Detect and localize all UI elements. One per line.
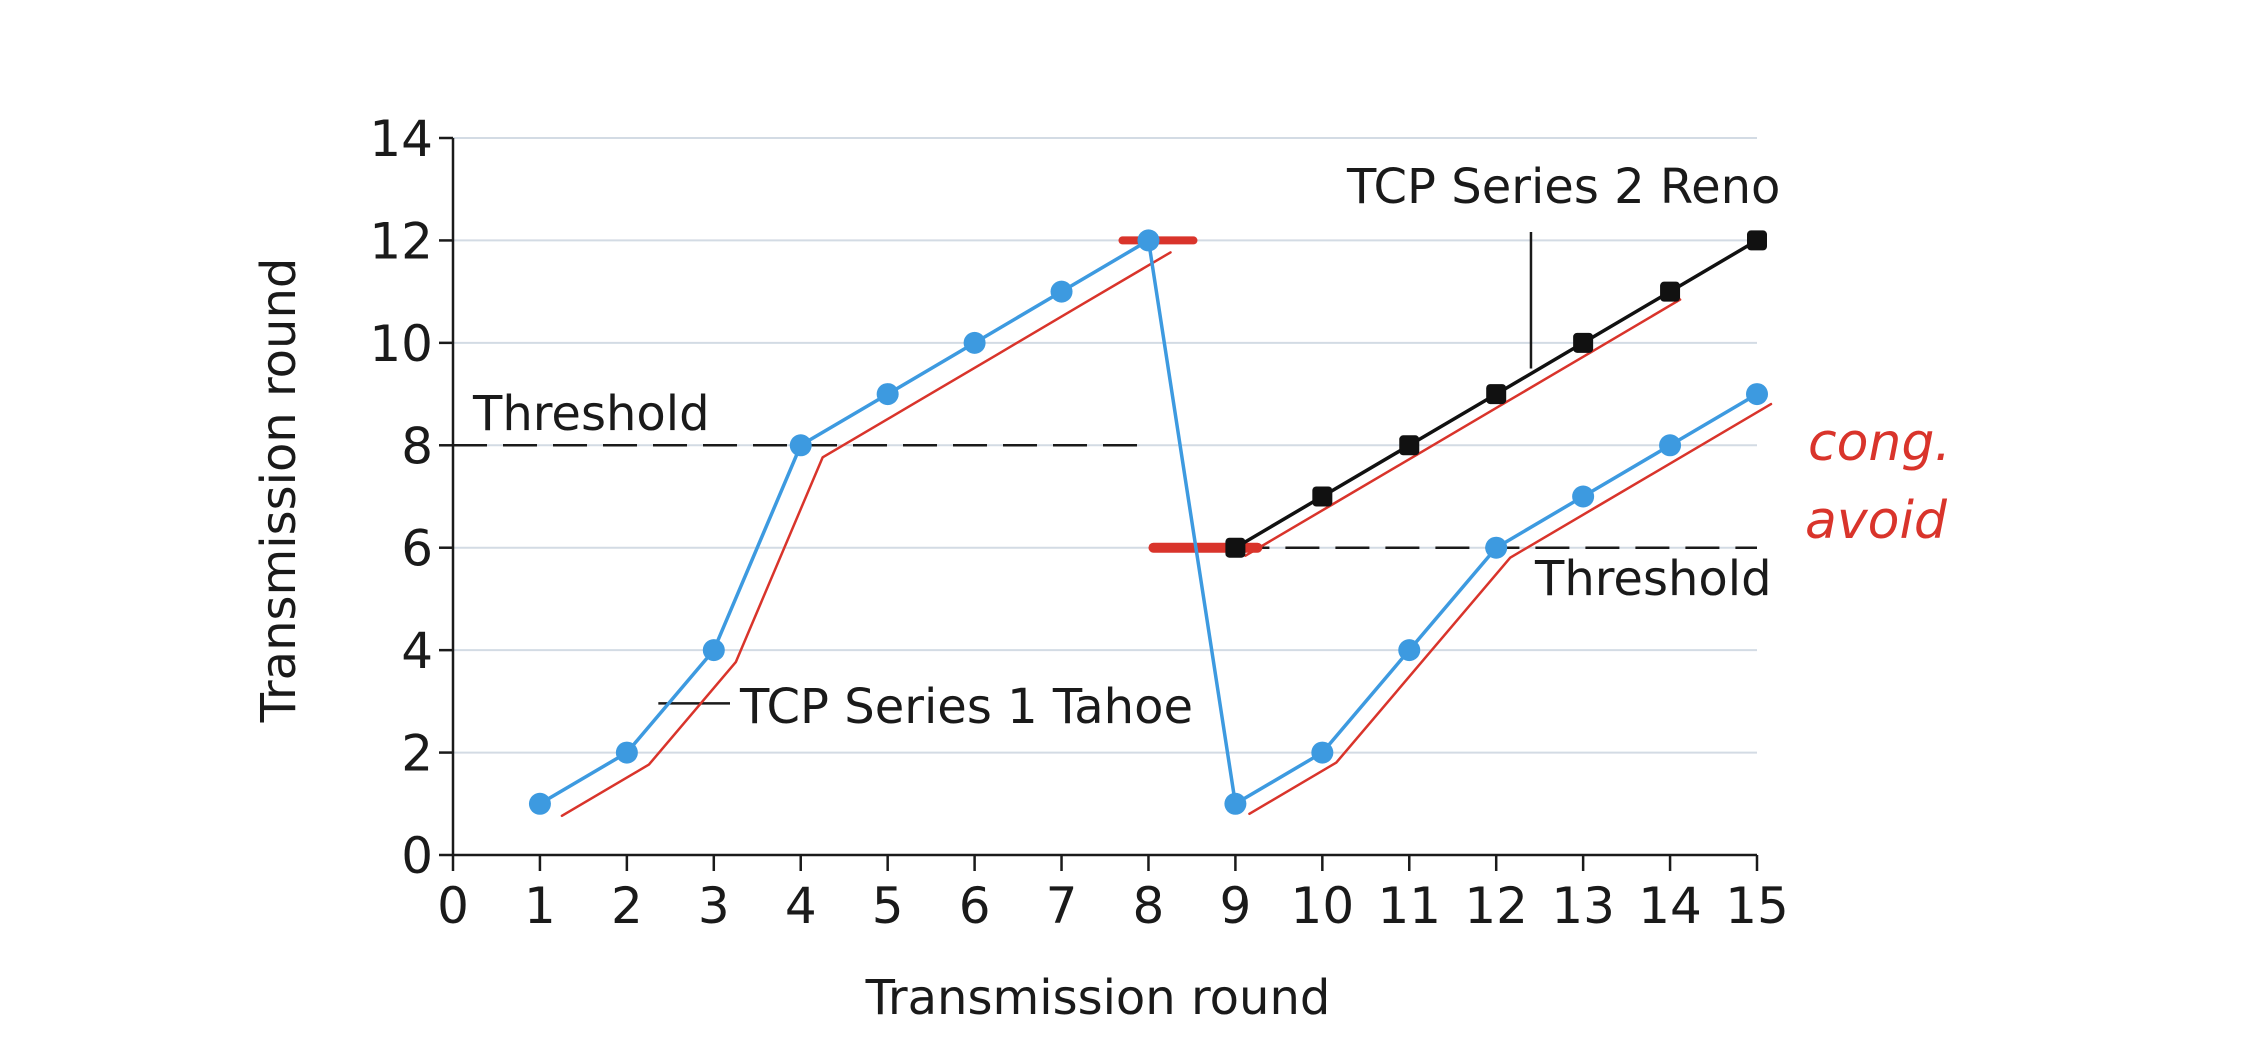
series-1-point-6	[963, 331, 986, 354]
series-2-point-11	[1399, 435, 1420, 456]
series-markers	[528, 229, 1768, 815]
x-tick-label-3: 3	[698, 877, 730, 935]
red-trace-reno	[1244, 298, 1682, 557]
series-1-point-14	[1659, 434, 1682, 457]
x-tick-label-13: 13	[1551, 877, 1615, 935]
tahoe-annotation-label: TCP Series 1 Tahoe	[739, 679, 1193, 735]
y-tick-label-10: 10	[369, 315, 433, 373]
handwritten-note-line-1: cong.	[1808, 413, 1951, 473]
series-1-point-9	[1224, 792, 1247, 815]
series-1-point-5	[876, 383, 899, 406]
y-tick-label-14: 14	[369, 110, 433, 168]
x-tick-label-15: 15	[1725, 877, 1789, 935]
series-1-point-11	[1398, 639, 1421, 662]
y-tick-label-0: 0	[401, 827, 433, 885]
series-1-point-15	[1746, 383, 1768, 406]
series-1-point-8	[1137, 229, 1160, 252]
threshold-label-1: Threshold	[472, 386, 710, 442]
series-2-point-9	[1225, 537, 1246, 558]
threshold-lines	[453, 444, 1757, 549]
series-1-point-13	[1572, 485, 1595, 508]
series-1-point-3	[702, 639, 725, 662]
y-tick-label-8: 8	[401, 417, 433, 475]
x-tick-label-7: 7	[1046, 877, 1078, 935]
y-tick-label-4: 4	[401, 622, 433, 680]
y-tick-label-2: 2	[401, 725, 433, 783]
series-1-point-2	[615, 741, 638, 764]
reno-annotation-label: TCP Series 2 Reno	[1346, 159, 1780, 215]
red-trace-slow-start-2	[1248, 402, 1773, 816]
y-axis-title: Transmission round	[251, 258, 307, 724]
x-tick-label-4: 4	[785, 877, 817, 935]
threshold-label-2: Threshold	[1534, 551, 1772, 607]
x-tick-label-0: 0	[437, 877, 469, 935]
y-tick-label-6: 6	[401, 520, 433, 578]
x-tick-label-2: 2	[611, 877, 643, 935]
series-1-point-10	[1311, 741, 1334, 764]
x-tick-label-10: 10	[1291, 877, 1355, 935]
series-2-point-15	[1747, 230, 1767, 251]
x-tick-label-6: 6	[959, 877, 991, 935]
series-2-point-10	[1312, 486, 1333, 507]
x-tick-label-5: 5	[872, 877, 904, 935]
series-1-point-7	[1050, 280, 1073, 303]
x-tick-label-8: 8	[1133, 877, 1165, 935]
series-1-point-1	[528, 792, 551, 815]
x-tick-label-14: 14	[1638, 877, 1702, 935]
handwritten-note-line-2: avoid	[1805, 491, 1948, 551]
y-tick-label-12: 12	[369, 212, 433, 270]
series-1-point-4	[789, 434, 812, 457]
x-tick-label-1: 1	[524, 877, 556, 935]
series-2-point-14	[1660, 281, 1681, 302]
series-2-point-13	[1573, 332, 1594, 353]
x-tick-label-12: 12	[1464, 877, 1528, 935]
x-axis-title: Transmission round	[865, 970, 1331, 1026]
x-tick-label-9: 9	[1219, 877, 1251, 935]
red-trace-slow-start-1	[560, 251, 1172, 818]
series-1-point-12	[1485, 536, 1508, 559]
x-tick-label-11: 11	[1377, 877, 1441, 935]
series-2-point-12	[1486, 384, 1507, 405]
